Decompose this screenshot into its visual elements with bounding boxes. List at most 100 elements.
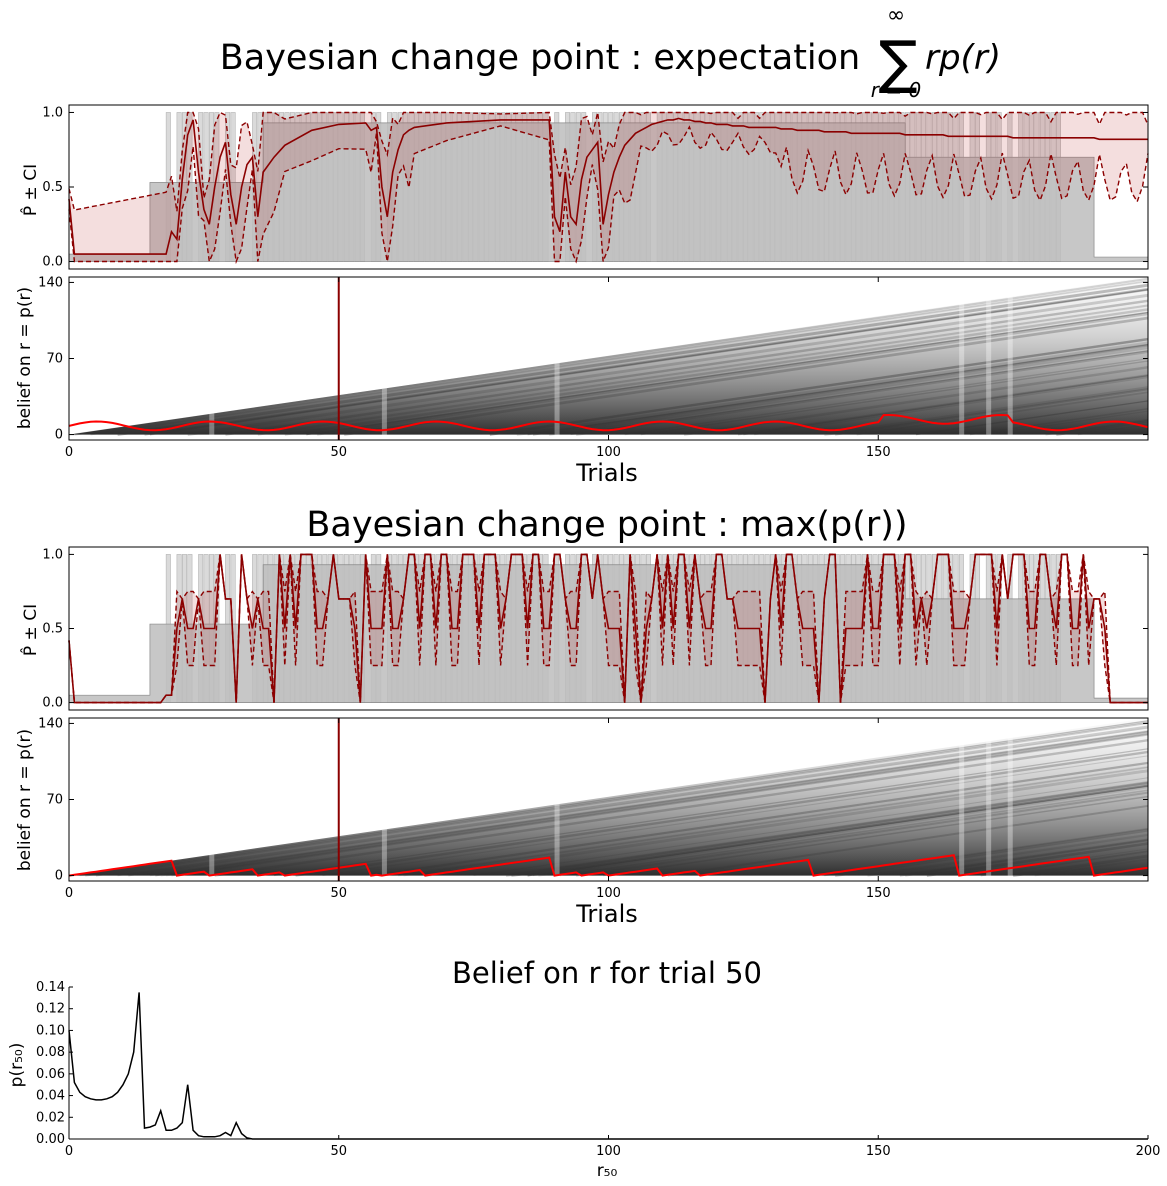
belief-ridge	[306, 311, 1148, 436]
y-tick-label: 1.0	[42, 105, 63, 120]
y-tick-label: 0.02	[36, 1110, 65, 1125]
belief-mean-line	[69, 413, 1148, 432]
y-tick-label: 0.00	[36, 1132, 65, 1147]
ci-upper-line	[68, 111, 1149, 212]
belief-reset	[209, 718, 215, 881]
panel-belief-trial-50: 0.00 0.02 0.04 0.06 0.08 0.10 0.12 0.14 0 50 100 15…	[36, 980, 1160, 1159]
belief-ridge	[149, 288, 1148, 436]
y-tick-label: 0.0	[42, 696, 63, 711]
y-tick-label: 0.12	[36, 1002, 65, 1017]
y-tick-label: 0	[55, 428, 63, 443]
title-belief-trial: Belief on r for trial 50	[452, 956, 762, 990]
belief-ridge	[527, 343, 1148, 436]
belief-ridge	[824, 827, 1148, 877]
belief-reset	[986, 718, 992, 881]
panel-expectation-belief: 0 70 140 0 50 100 150	[38, 275, 1149, 460]
belief-ridge	[986, 410, 1148, 436]
x-tick-label: 0	[65, 886, 73, 901]
ci-lower-line	[68, 125, 1149, 265]
belief-ridge	[824, 386, 1148, 437]
y-tick-label: 140	[38, 275, 63, 290]
belief-ridge	[128, 726, 1148, 877]
belief-reset	[959, 718, 965, 881]
x-tick-label: 100	[596, 445, 621, 460]
estimate-line	[68, 117, 1148, 255]
y-tick-label: 140	[38, 716, 63, 731]
ci-band	[69, 112, 1148, 262]
belief-ridge	[1012, 854, 1148, 877]
belief-ridge	[343, 316, 1148, 436]
ci-lower-line	[68, 553, 1148, 704]
title-sum-bottom: r = 0	[871, 78, 921, 102]
belief-ridge	[273, 748, 1148, 877]
y-tick-label: 0.14	[36, 980, 65, 995]
y-tick-label: 0.5	[42, 180, 63, 195]
x-tick-label: 200	[1136, 1144, 1161, 1159]
title-max: Bayesian change point : max(p(r))	[306, 505, 907, 545]
belief-ridge	[1045, 418, 1148, 436]
belief-ridge	[1077, 423, 1148, 436]
y-tick-label: 1.0	[42, 547, 63, 562]
belief-ridge	[575, 791, 1148, 877]
panel-expectation-estimate: 0.0 0.5 1.0	[42, 104, 1149, 270]
belief-ridge	[548, 346, 1148, 436]
belief-ridge	[117, 283, 1148, 437]
title-sum-top: ∞	[887, 3, 905, 28]
belief-ridge	[505, 781, 1148, 877]
y-tick-label: 0.06	[36, 1067, 65, 1082]
belief-reset	[554, 277, 560, 440]
y-tick-label: 70	[46, 793, 63, 808]
belief-ridge	[370, 761, 1148, 877]
belief-ridge	[640, 360, 1148, 436]
ylabel-p-r50: p(r₅₀)	[7, 1043, 27, 1088]
belief-ridge	[527, 784, 1148, 877]
belief-reset	[209, 277, 215, 440]
belief-ridge	[306, 311, 1148, 436]
belief-ridge	[489, 337, 1148, 436]
belief-ridge	[322, 755, 1148, 877]
belief-ridge	[511, 781, 1148, 878]
x-tick-label: 50	[330, 445, 347, 460]
belief-ridge	[74, 277, 1148, 436]
belief-ridge	[527, 344, 1148, 436]
belief-ridge	[397, 766, 1148, 877]
belief-ridge	[743, 375, 1148, 436]
belief-ridge	[603, 795, 1148, 877]
ylabel-p-hat-2: P̂ ± CI	[20, 604, 41, 656]
title-sum-term: rp(r)	[925, 38, 1001, 78]
xlabel-trials-1: Trials	[575, 459, 638, 487]
belief-ridge	[317, 313, 1148, 436]
belief-ridge	[915, 400, 1148, 436]
y-tick-label: 0.5	[42, 622, 63, 637]
xlabel-r50: r₅₀	[597, 1161, 618, 1181]
belief-ridge	[214, 739, 1148, 877]
belief-mean-line	[69, 854, 1148, 877]
x-tick-label: 100	[596, 1144, 621, 1159]
belief-ridge	[95, 722, 1148, 877]
x-tick-label: 150	[866, 1144, 891, 1159]
title-expectation: Bayesian change point : expectation	[220, 38, 861, 78]
ylabel-belief-2: belief on r = p(r)	[15, 729, 35, 871]
x-tick-label: 150	[866, 445, 891, 460]
belief-heatmap	[69, 718, 1148, 881]
y-tick-label: 0.0	[42, 255, 63, 270]
belief-reset	[554, 718, 560, 881]
belief-ridge	[295, 750, 1148, 877]
belief-reset	[959, 277, 965, 440]
belief-ridge	[834, 828, 1148, 877]
belief-ridge	[737, 374, 1148, 436]
belief-reset	[1007, 718, 1013, 881]
belief-ridge	[79, 720, 1148, 877]
belief-reset	[986, 277, 992, 440]
estimate-line	[68, 553, 1148, 704]
y-tick-label: 70	[46, 352, 63, 367]
belief-ridge	[737, 374, 1148, 436]
belief-ridge	[624, 358, 1148, 436]
x-tick-label: 50	[330, 1144, 347, 1159]
belief-ridge	[403, 766, 1148, 877]
belief-ridge	[532, 785, 1148, 877]
belief-ridge	[149, 730, 1148, 877]
belief-ridge	[165, 732, 1148, 877]
belief-ridge	[117, 725, 1148, 877]
belief-ridge	[915, 400, 1148, 436]
